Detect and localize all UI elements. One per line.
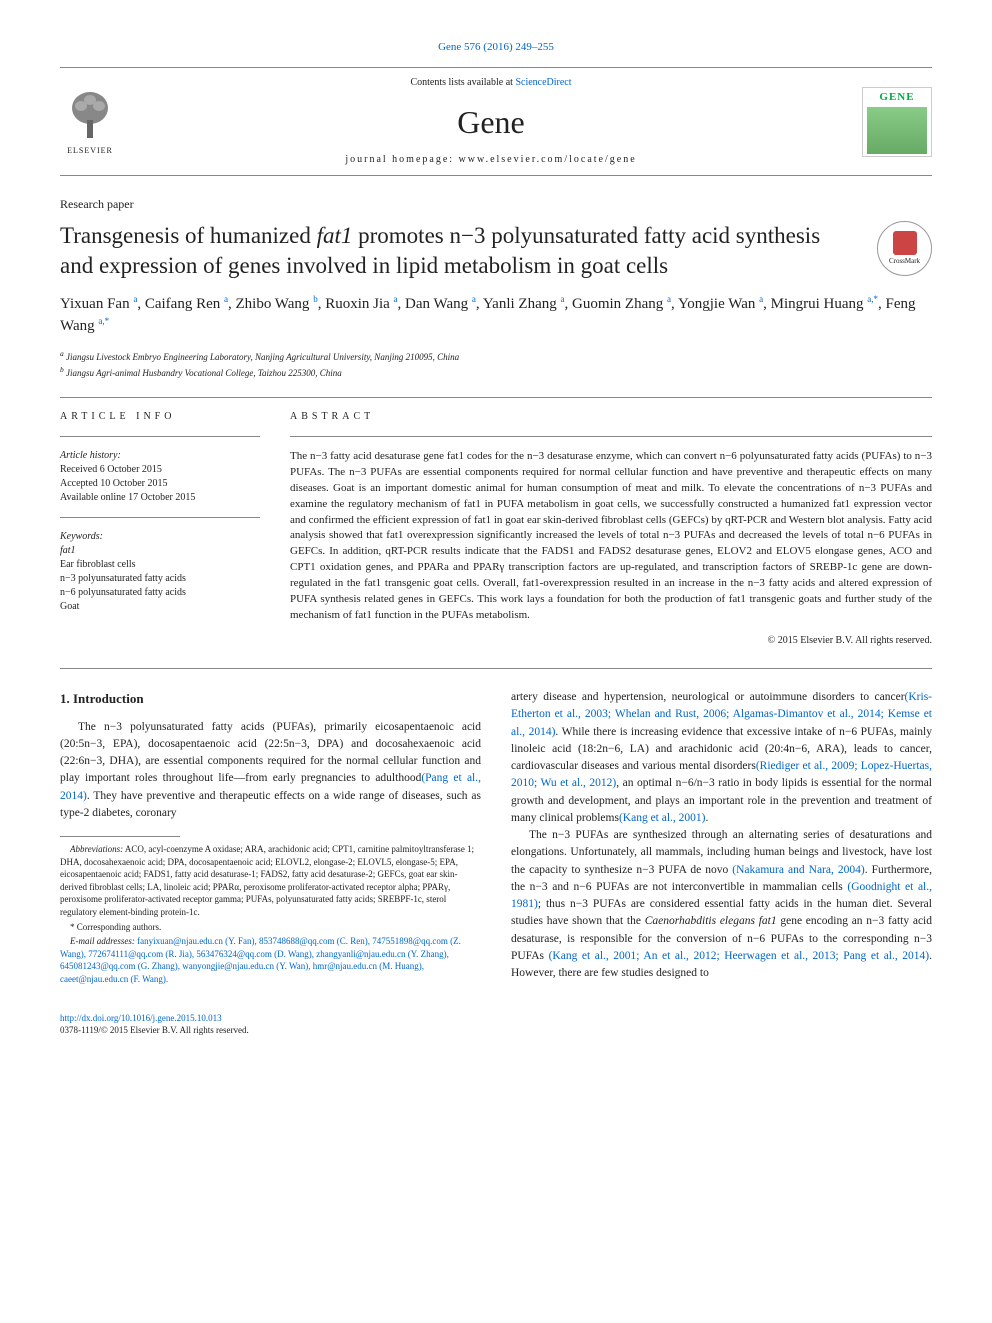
gene-logo-text: GENE — [879, 90, 914, 105]
corresponding-note: * Corresponding authors. — [60, 921, 481, 934]
footnotes: Abbreviations: ACO, acyl-coenzyme A oxid… — [60, 843, 481, 986]
author-affil-sup: a,* — [98, 316, 109, 326]
abbreviations-note: Abbreviations: ACO, acyl-coenzyme A oxid… — [60, 843, 481, 919]
contents-line: Contents lists available at ScienceDirec… — [120, 76, 862, 90]
elsevier-logo: ELSEVIER — [60, 87, 120, 157]
intro-para-1: The n−3 polyunsaturated fatty acids (PUF… — [60, 719, 481, 823]
author-affil-sup: a — [759, 294, 763, 304]
crossmark-badge[interactable]: CrossMark — [877, 221, 932, 276]
author-affil-sup: b — [313, 294, 318, 304]
received-date: Received 6 October 2015 — [60, 463, 260, 477]
issn-copyright: 0378-1119/© 2015 Elsevier B.V. All right… — [60, 1024, 932, 1037]
abstract-copyright: © 2015 Elsevier B.V. All rights reserved… — [290, 634, 932, 648]
abstract-heading: ABSTRACT — [290, 410, 932, 424]
crossmark-text: CrossMark — [889, 257, 920, 267]
keywords-list: fat1Ear fibroblast cellsn−3 polyunsatura… — [60, 544, 260, 614]
divider — [60, 517, 260, 518]
author-affil-sup: a,* — [867, 294, 878, 304]
right-column: artery disease and hypertension, neurolo… — [511, 689, 932, 988]
citation-link[interactable]: (Nakamura and Nara, 2004) — [732, 864, 864, 876]
author-affil-sup: a — [560, 294, 564, 304]
body-columns: 1. Introduction The n−3 polyunsaturated … — [60, 689, 932, 988]
page-footer: http://dx.doi.org/10.1016/j.gene.2015.10… — [60, 1012, 932, 1037]
abstract-text: The n−3 fatty acid desaturase gene fat1 … — [290, 449, 932, 624]
author: Yanli Zhang a — [483, 296, 565, 312]
paper-type: Research paper — [60, 196, 932, 213]
emails-label: E-mail addresses: — [70, 936, 137, 946]
keyword: Goat — [60, 600, 260, 614]
paper-title: Transgenesis of humanized fat1 promotes … — [60, 221, 877, 281]
author-affil-sup: a — [133, 294, 137, 304]
journal-center: Contents lists available at ScienceDirec… — [120, 76, 862, 167]
authors-list: Yixuan Fan a, Caifang Ren a, Zhibo Wang … — [60, 293, 932, 338]
citation-link[interactable]: (Kang et al., 2001) — [619, 812, 706, 824]
sciencedirect-link[interactable]: ScienceDirect — [515, 77, 571, 88]
p1-text: The n−3 polyunsaturated fatty acids (PUF… — [60, 721, 481, 785]
contents-text: Contents lists available at — [410, 77, 515, 88]
elsevier-text: ELSEVIER — [67, 145, 113, 156]
header-citation: Gene 576 (2016) 249–255 — [60, 40, 932, 55]
abbrev-text: ACO, acyl-coenzyme A oxidase; ARA, arach… — [60, 844, 474, 917]
online-date: Available online 17 October 2015 — [60, 491, 260, 505]
p1-post: . They have preventive and therapeutic e… — [60, 790, 481, 819]
author: Dan Wang a — [405, 296, 476, 312]
accepted-date: Accepted 10 October 2015 — [60, 477, 260, 491]
p2-end: . — [706, 812, 709, 824]
author: Zhibo Wang b — [236, 296, 318, 312]
divider — [60, 668, 932, 669]
intro-para-3: The n−3 PUFAs are synthesized through an… — [511, 827, 932, 982]
affiliation: b Jiangsu Agri-animal Husbandry Vocation… — [60, 364, 932, 381]
author: Yongjie Wan a — [678, 296, 763, 312]
divider — [290, 436, 932, 437]
affiliation: a Jiangsu Livestock Embryo Engineering L… — [60, 348, 932, 365]
history-label: Article history: — [60, 449, 260, 463]
crossmark-icon — [893, 231, 917, 255]
gene-cover-image — [867, 107, 927, 154]
article-info: ARTICLE INFO Article history: Received 6… — [60, 410, 260, 648]
doi-link[interactable]: http://dx.doi.org/10.1016/j.gene.2015.10… — [60, 1012, 932, 1025]
abbrev-label: Abbreviations: — [70, 844, 123, 854]
title-pre: Transgenesis of humanized — [60, 223, 317, 248]
article-history: Article history: Received 6 October 2015… — [60, 449, 260, 505]
p3-italic: Caenorhabditis elegans fat1 — [645, 915, 777, 927]
keyword: n−6 polyunsaturated fatty acids — [60, 586, 260, 600]
gene-cover-thumbnail: GENE — [862, 87, 932, 157]
author-affil-sup: a — [224, 294, 228, 304]
author-affil-sup: a — [394, 294, 398, 304]
author: Mingrui Huang a,* — [771, 296, 878, 312]
citation-link[interactable]: (Kang et al., 2001; An et al., 2012; Hee… — [549, 950, 930, 962]
journal-header: ELSEVIER Contents lists available at Sci… — [60, 67, 932, 176]
journal-title: Gene — [120, 100, 862, 145]
author: Yixuan Fan a — [60, 296, 137, 312]
title-italic: fat1 — [317, 223, 353, 248]
divider — [60, 397, 932, 398]
elsevier-tree-icon — [65, 88, 115, 143]
title-row: Transgenesis of humanized fat1 promotes … — [60, 221, 932, 281]
author: Ruoxin Jia a — [325, 296, 397, 312]
author-affil-sup: a — [472, 294, 476, 304]
intro-para-2: artery disease and hypertension, neurolo… — [511, 689, 932, 827]
p2-pre: artery disease and hypertension, neurolo… — [511, 691, 905, 703]
intro-heading: 1. Introduction — [60, 689, 481, 709]
author-affil-sup: a — [667, 294, 671, 304]
keywords-block: Keywords: fat1Ear fibroblast cellsn−3 po… — [60, 530, 260, 614]
affiliations: a Jiangsu Livestock Embryo Engineering L… — [60, 348, 932, 381]
keyword: Ear fibroblast cells — [60, 558, 260, 572]
emails-note: E-mail addresses: fanyixuan@njau.edu.cn … — [60, 935, 481, 985]
author: Caifang Ren a — [145, 296, 228, 312]
keyword: fat1 — [60, 544, 260, 558]
footnote-separator — [60, 836, 180, 837]
keywords-label: Keywords: — [60, 530, 260, 544]
divider — [60, 436, 260, 437]
info-abstract-row: ARTICLE INFO Article history: Received 6… — [60, 410, 932, 648]
journal-homepage: journal homepage: www.elsevier.com/locat… — [120, 153, 862, 167]
author: Guomin Zhang a — [572, 296, 671, 312]
article-info-heading: ARTICLE INFO — [60, 410, 260, 424]
left-column: 1. Introduction The n−3 polyunsaturated … — [60, 689, 481, 988]
keyword: n−3 polyunsaturated fatty acids — [60, 572, 260, 586]
abstract-column: ABSTRACT The n−3 fatty acid desaturase g… — [290, 410, 932, 648]
